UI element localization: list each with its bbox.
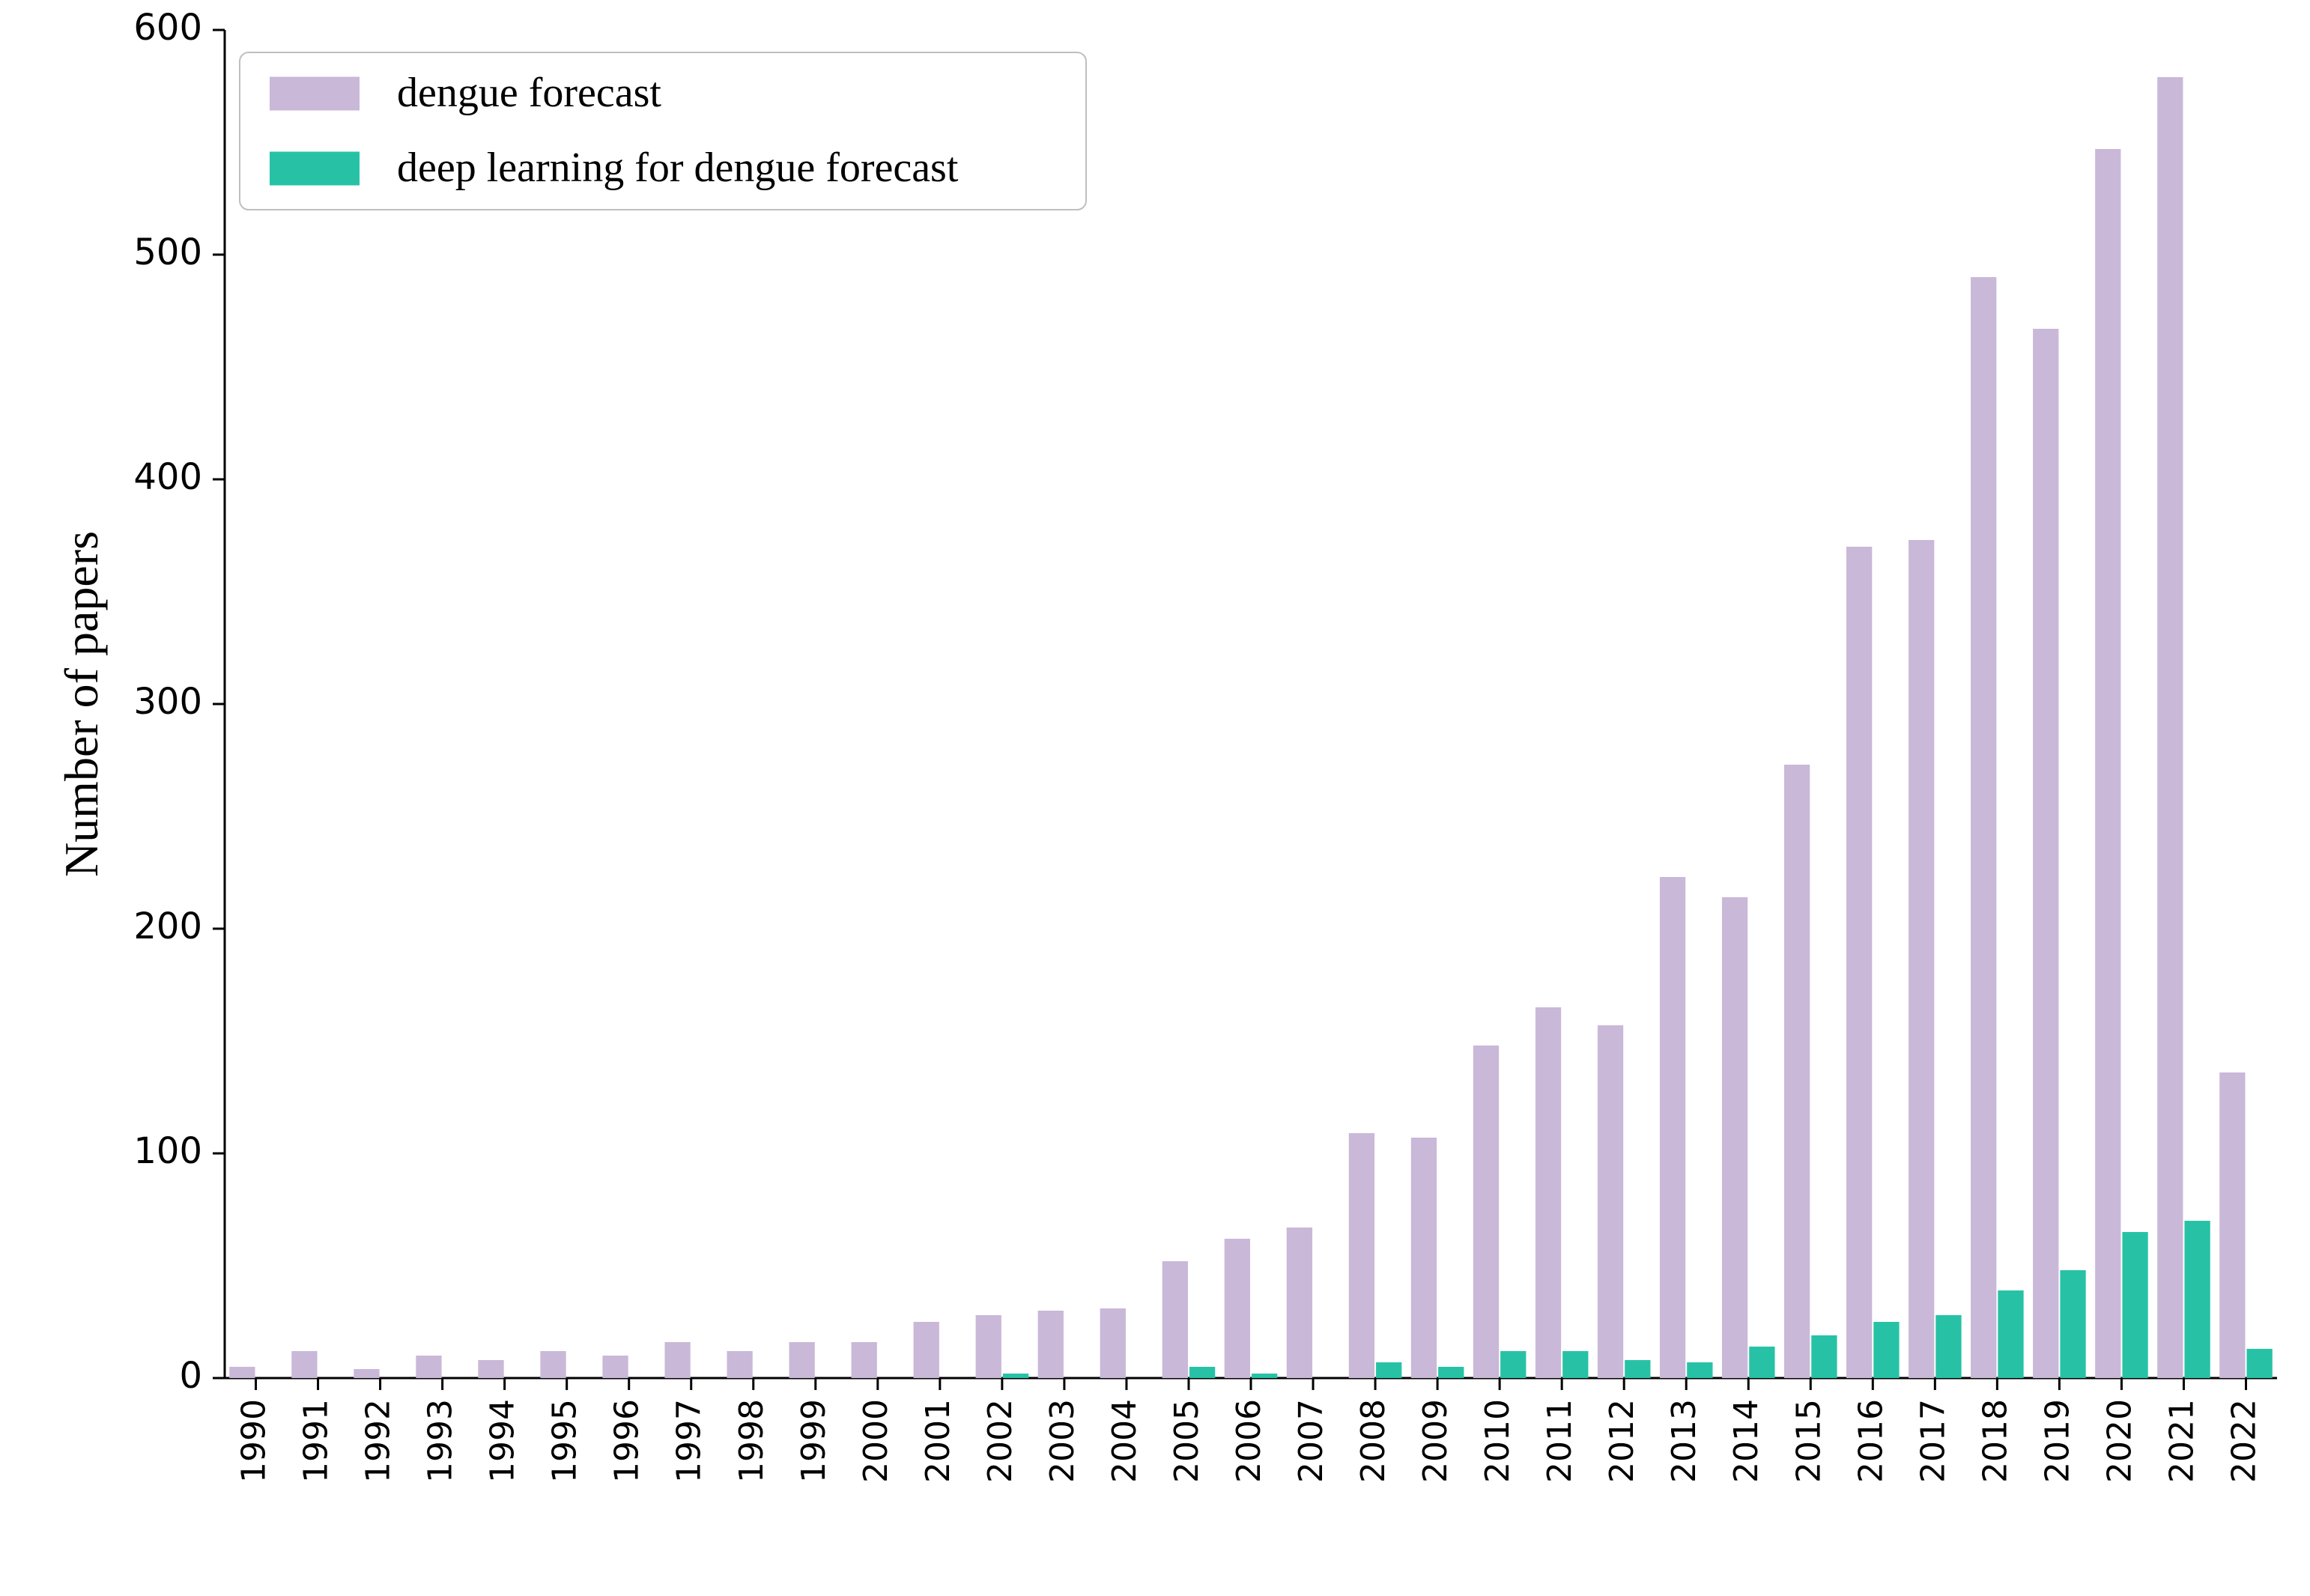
- x-tick-label: 1999: [795, 1399, 833, 1483]
- bar-series2: [1998, 1290, 2023, 1378]
- x-tick-label: 2016: [1852, 1399, 1890, 1483]
- x-tick-label: 2006: [1230, 1399, 1268, 1483]
- bar-series2: [1500, 1351, 1526, 1378]
- bar-series1: [1100, 1308, 1126, 1378]
- y-tick-label: 600: [133, 7, 202, 49]
- bar-series1: [1784, 765, 1810, 1378]
- bar-series1: [229, 1367, 255, 1378]
- y-tick-label: 500: [133, 231, 202, 273]
- y-tick-label: 300: [133, 681, 202, 723]
- bar-series1: [2033, 329, 2058, 1378]
- bar-series2: [1562, 1351, 1588, 1378]
- bar-series2: [1003, 1374, 1028, 1378]
- bar-series1: [727, 1351, 752, 1378]
- y-axis-title: Number of papers: [55, 531, 108, 877]
- x-tick-label: 2012: [1603, 1399, 1641, 1483]
- bar-series1: [1038, 1311, 1064, 1378]
- bar-series2: [2246, 1349, 2272, 1378]
- y-tick-label: 100: [133, 1130, 202, 1172]
- legend-swatch: [270, 152, 360, 186]
- x-tick-label: 2013: [1665, 1399, 1703, 1483]
- legend-label: dengue forecast: [397, 70, 661, 116]
- bar-series2: [1376, 1362, 1401, 1378]
- bar-series2: [2184, 1221, 2210, 1378]
- x-tick-label: 1996: [608, 1399, 646, 1483]
- x-tick-label: 1992: [360, 1399, 398, 1483]
- bar-series1: [1660, 877, 1685, 1378]
- bar-series1: [1536, 1007, 1561, 1378]
- bar-series1: [1411, 1138, 1437, 1378]
- y-tick-label: 400: [133, 456, 202, 498]
- bar-series1: [1598, 1025, 1623, 1378]
- bar-series1: [2095, 149, 2120, 1378]
- bar-series1: [602, 1356, 628, 1378]
- bar-series1: [976, 1315, 1001, 1378]
- bar-series1: [1722, 897, 1747, 1378]
- x-tick-label: 2001: [919, 1399, 957, 1483]
- bar-series2: [2122, 1232, 2147, 1378]
- x-tick-label: 2021: [2162, 1399, 2201, 1483]
- bar-series1: [354, 1369, 379, 1378]
- bar-series1: [1971, 277, 1996, 1378]
- bar-series1: [914, 1322, 939, 1378]
- bar-series1: [291, 1351, 317, 1378]
- x-tick-label: 1994: [484, 1399, 522, 1483]
- bar-series2: [1625, 1360, 1650, 1378]
- bar-series1: [416, 1356, 441, 1378]
- bar-series1: [540, 1351, 566, 1378]
- x-tick-label: 1998: [733, 1399, 771, 1483]
- x-tick-label: 1993: [422, 1399, 460, 1483]
- bar-series2: [1252, 1374, 1277, 1378]
- x-tick-label: 1995: [546, 1399, 584, 1483]
- bar-series1: [789, 1342, 815, 1378]
- bar-series2: [1749, 1347, 1774, 1378]
- x-tick-label: 2019: [2038, 1399, 2076, 1483]
- bar-series1: [1225, 1239, 1250, 1378]
- x-tick-label: 2011: [1541, 1399, 1579, 1483]
- x-tick-label: 2015: [1789, 1399, 1828, 1483]
- chart-container: 0 100 200 300 400 500 600 Number of papers 1990 1…: [0, 0, 2310, 1596]
- bar-series1: [852, 1342, 877, 1378]
- x-tick-label: 1990: [235, 1399, 273, 1483]
- bar-series2: [1438, 1367, 1464, 1378]
- x-tick-label: 2004: [1106, 1399, 1144, 1483]
- x-tick-label: 2018: [1976, 1399, 2014, 1483]
- y-tick-label: 200: [133, 905, 202, 947]
- bar-series2: [1189, 1367, 1215, 1378]
- bar-series1: [1473, 1046, 1499, 1378]
- x-tick-label: 2007: [1292, 1399, 1330, 1483]
- x-tick-label: 2017: [1914, 1399, 1952, 1483]
- bar-series2: [2060, 1270, 2085, 1378]
- x-tick-label: 1997: [670, 1399, 709, 1483]
- bar-series1: [2219, 1072, 2245, 1378]
- x-tick-label: 2002: [981, 1399, 1019, 1483]
- x-tick-label: 2014: [1727, 1399, 1765, 1483]
- bar-series1: [478, 1360, 503, 1378]
- bar-series1: [664, 1342, 690, 1378]
- y-tick-label: 0: [179, 1355, 202, 1397]
- bar-series1: [1349, 1133, 1374, 1378]
- bar-series1: [1162, 1261, 1188, 1378]
- legend-label: deep learning for dengue forecast: [397, 145, 959, 191]
- bar-series1: [1846, 547, 1872, 1378]
- x-tick-label: 2000: [857, 1399, 895, 1483]
- x-tick-label: 2009: [1416, 1399, 1455, 1483]
- bar-series2: [1811, 1335, 1837, 1378]
- bar-series2: [1687, 1362, 1712, 1378]
- legend-swatch: [270, 77, 360, 111]
- bar-chart: 0 100 200 300 400 500 600 Number of papers 1990 1…: [0, 0, 2310, 1596]
- x-tick-label: 2020: [2100, 1399, 2138, 1483]
- x-tick-label: 2010: [1479, 1399, 1517, 1483]
- bar-series2: [1873, 1322, 1899, 1378]
- x-tick-label: 2022: [2225, 1399, 2263, 1483]
- x-tick-label: 2003: [1043, 1399, 1082, 1483]
- bar-series1: [2157, 77, 2183, 1378]
- x-tick-label: 1991: [297, 1399, 336, 1483]
- bar-series1: [1909, 540, 1934, 1378]
- bar-series1: [1287, 1228, 1312, 1378]
- bar-series2: [1935, 1315, 1961, 1378]
- x-tick-label: 2005: [1168, 1399, 1206, 1483]
- x-tick-label: 2008: [1354, 1399, 1392, 1483]
